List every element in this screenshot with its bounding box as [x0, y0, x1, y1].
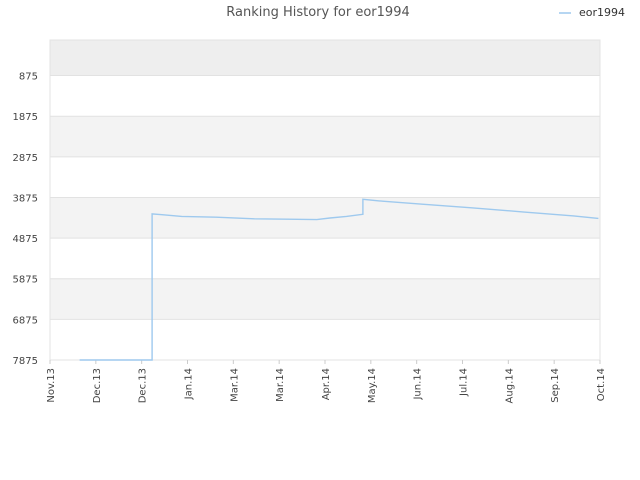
legend-label-eor1994: eor1994 [579, 6, 625, 19]
x-axis-ticks: Nov.13 Dec.13 Dec.13 Jan.14 Mar.14 Mar.14 Apr.… [46, 360, 607, 403]
legend[interactable]: eor1994 [559, 6, 625, 19]
x-tick-label: Jun.14 [413, 368, 424, 401]
y-tick-label: 5875 [13, 275, 38, 286]
series-line-eor1994 [79, 198, 599, 361]
x-tick-label: Jan.14 [184, 368, 195, 400]
x-tick-label: Jul.14 [459, 368, 470, 397]
x-tick-label: May.14 [367, 368, 378, 403]
x-tick-label: Aug.14 [504, 368, 515, 403]
series-layer [79, 198, 599, 361]
grid-band [50, 156, 600, 198]
grid-band [50, 40, 600, 76]
grid-band [50, 116, 600, 157]
x-tick-label: Sep.14 [550, 368, 561, 403]
y-tick-label: 7875 [13, 356, 38, 367]
y-tick-label: 4875 [13, 234, 38, 245]
grid-bands [50, 40, 600, 360]
grid-band [50, 75, 600, 117]
y-tick-label: 3875 [13, 193, 38, 204]
grid-band [50, 319, 600, 360]
x-tick-label: Mar.14 [275, 368, 286, 402]
y-tick-label: 6875 [13, 315, 38, 326]
x-tick-label: Dec.13 [92, 368, 103, 403]
y-tick-label: 2875 [13, 153, 38, 164]
grid-band [50, 238, 600, 279]
x-tick-label: Mar.14 [229, 368, 240, 402]
x-tick-label: Nov.13 [46, 368, 57, 403]
grid-band [50, 278, 600, 320]
y-axis-ticks: 875 1875 2875 3875 4875 5875 6875 7875 [13, 72, 38, 367]
x-tick-label: Dec.13 [138, 368, 149, 403]
x-tick-label: Apr.14 [321, 368, 332, 400]
chart-title: Ranking History for eor1994 [226, 5, 410, 20]
x-tick-label: Oct.14 [596, 368, 607, 401]
y-tick-label: 1875 [13, 112, 38, 123]
grid-band [50, 197, 600, 239]
grid-lines [50, 75, 600, 361]
y-tick-label: 875 [19, 72, 38, 83]
